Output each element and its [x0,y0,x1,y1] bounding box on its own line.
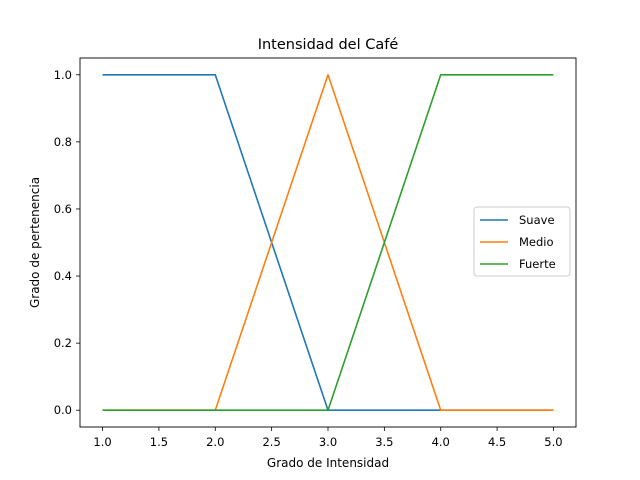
x-tick-label: 4.5 [488,435,506,449]
legend: Suave Medio Fuerte [473,206,571,277]
y-tick-label: 0.4 [54,269,72,283]
legend-label: Fuerte [519,257,556,271]
x-axis: 1.0 1.5 2.0 2.5 3.0 3.5 4.0 4.5 5.0 [93,427,563,449]
y-tick-label: 0.6 [54,202,72,216]
y-tick-label: 1.0 [54,68,72,82]
x-tick-label: 2.0 [206,435,224,449]
x-tick-label: 2.5 [262,435,280,449]
legend-label: Medio [519,235,554,249]
x-axis-label: Grado de Intensidad [267,456,389,470]
x-tick-label: 3.0 [319,435,337,449]
y-axis: 0.0 0.2 0.4 0.6 0.8 1.0 [54,68,80,417]
x-tick-label: 4.0 [432,435,450,449]
legend-label: Suave [519,213,555,227]
x-tick-label: 3.5 [375,435,393,449]
chart-title: Intensidad del Café [258,37,399,53]
series-layer [102,73,554,412]
y-tick-label: 0.8 [54,135,72,149]
y-tick-label: 0.0 [54,403,72,417]
x-tick-label: 5.0 [544,435,562,449]
legend-box [473,206,571,277]
x-tick-label: 1.5 [150,435,168,449]
y-tick-label: 0.2 [54,336,72,350]
x-tick-label: 1.0 [93,435,111,449]
series-line-fuerte [102,73,554,412]
y-axis-label: Grado de pertenencia [28,177,42,308]
